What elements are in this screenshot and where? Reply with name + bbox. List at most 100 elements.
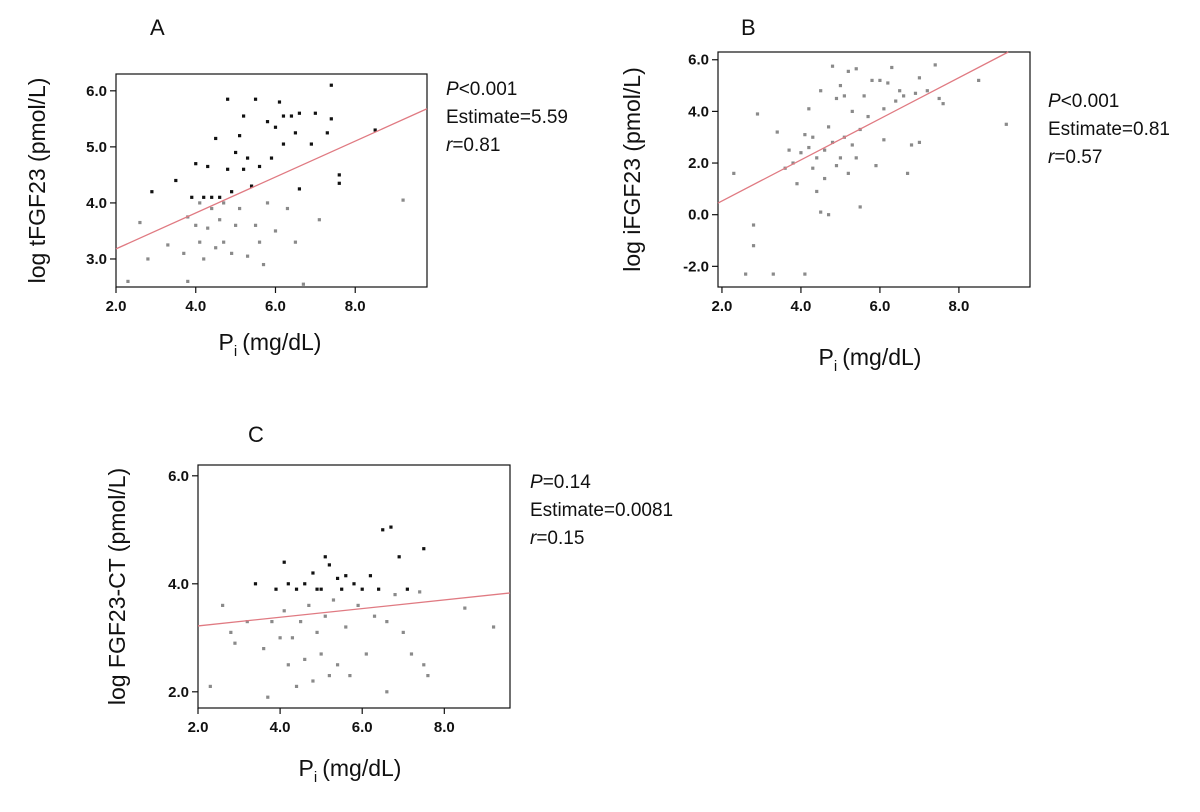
panel-a: A 3.0 4.0 5.0 6.0 2.0 4.0 6.0 8.0 log tFGF23 (pmo… xyxy=(24,15,568,360)
stat-value: <0.001 xyxy=(1061,91,1120,112)
data-point xyxy=(210,206,214,211)
data-point xyxy=(344,574,348,578)
data-point xyxy=(751,244,756,248)
stat-symbol: P xyxy=(446,79,459,100)
data-point xyxy=(313,111,317,115)
data-point xyxy=(327,674,331,678)
x-tick-label: 6.0 xyxy=(265,298,286,315)
data-point xyxy=(858,205,862,209)
stat-line: Estimate=0.81 xyxy=(1048,119,1170,140)
data-point xyxy=(126,279,130,283)
data-point xyxy=(253,97,258,101)
data-point xyxy=(823,176,827,181)
data-point xyxy=(257,164,262,169)
data-point xyxy=(846,69,850,73)
panel-b: B -2.0 0.0 2.0 4.0 6.0 2.0 4.0 6.0 8.0 log iFGF23 … xyxy=(619,15,1170,375)
regression-line xyxy=(115,108,428,250)
x-tick-label: 8.0 xyxy=(948,298,969,315)
data-point xyxy=(214,136,218,141)
data-point xyxy=(146,257,150,261)
data-point xyxy=(198,240,202,244)
data-point xyxy=(335,663,340,667)
data-point xyxy=(418,590,422,594)
y-axis-title: log iFGF23 (pmol/L) xyxy=(619,67,645,272)
data-point xyxy=(194,223,198,227)
data-point xyxy=(253,582,258,586)
data-point xyxy=(791,161,795,165)
stat-value: Estimate=0.81 xyxy=(1048,119,1170,140)
stat-value: =0.81 xyxy=(452,135,500,156)
data-point xyxy=(208,684,212,688)
data-point xyxy=(297,187,302,191)
data-point xyxy=(898,89,902,93)
data-point xyxy=(381,528,385,532)
x-tick-label: 6.0 xyxy=(352,719,373,736)
y-axis-title: log tFGF23 (pmol/L) xyxy=(24,78,50,284)
panel-letter: A xyxy=(150,15,165,40)
data-point xyxy=(803,133,807,137)
stat-value: =0.57 xyxy=(1054,147,1102,168)
data-point xyxy=(917,140,922,144)
y-axis-title: log FGF23-CT (pmol/L) xyxy=(104,468,130,705)
data-point xyxy=(744,272,748,276)
y-tick-label: 4.0 xyxy=(86,195,107,212)
stat-symbol: P xyxy=(530,472,543,493)
data-point xyxy=(198,201,202,205)
stat-symbol: r xyxy=(1048,147,1055,168)
data-point xyxy=(311,679,315,683)
data-point xyxy=(866,114,870,119)
stat-line: r=0.57 xyxy=(1048,147,1102,168)
x-axis-title-main: P xyxy=(219,329,234,355)
data-point xyxy=(850,109,854,113)
data-point xyxy=(795,182,799,186)
x-axis-title-main: P xyxy=(299,755,314,781)
x-tick-label: 8.0 xyxy=(345,298,366,315)
data-point xyxy=(834,96,839,101)
data-point xyxy=(307,603,311,607)
data-point xyxy=(393,593,397,597)
panel-letter: C xyxy=(248,422,264,447)
x-tick-label: 4.0 xyxy=(270,719,291,736)
data-point xyxy=(335,576,340,580)
data-point xyxy=(348,674,352,678)
x-axis-title-unit: (mg/dL) xyxy=(242,329,321,355)
data-point xyxy=(286,663,290,667)
y-tick-label: 6.0 xyxy=(168,468,189,485)
data-point xyxy=(266,695,270,699)
stat-value: Estimate=5.59 xyxy=(446,107,568,128)
data-point xyxy=(166,243,170,247)
data-point xyxy=(329,83,333,87)
data-point xyxy=(364,652,368,656)
data-point xyxy=(299,620,303,624)
data-point xyxy=(862,94,866,98)
data-point xyxy=(282,560,286,564)
data-point xyxy=(838,156,843,160)
data-point xyxy=(317,218,321,222)
data-point xyxy=(917,76,922,80)
data-point xyxy=(799,151,803,155)
data-point xyxy=(401,630,405,634)
y-tick-label: 2.0 xyxy=(688,155,709,172)
data-point xyxy=(202,257,206,261)
data-point xyxy=(826,125,831,129)
x-axis-title: Pi (mg/dL) xyxy=(819,344,922,375)
data-point xyxy=(241,167,246,171)
data-point xyxy=(293,131,298,135)
data-point xyxy=(303,582,307,586)
data-point xyxy=(226,97,230,101)
data-point xyxy=(732,171,736,175)
data-point xyxy=(426,674,430,678)
data-point xyxy=(270,620,274,624)
data-point xyxy=(206,164,210,169)
stat-value: =0.15 xyxy=(536,528,584,549)
stat-line: r=0.15 xyxy=(530,528,584,549)
x-tick-label: 6.0 xyxy=(869,298,890,315)
x-axis-title: Pi (mg/dL) xyxy=(219,329,322,360)
data-point xyxy=(340,587,344,591)
data-point xyxy=(933,63,937,67)
data-point xyxy=(1004,122,1008,126)
data-point xyxy=(815,189,819,194)
panel-c: C 2.0 4.0 6.0 2.0 4.0 6.0 8.0 log FGF23-CT (pmol… xyxy=(104,422,673,786)
data-point xyxy=(281,114,286,118)
